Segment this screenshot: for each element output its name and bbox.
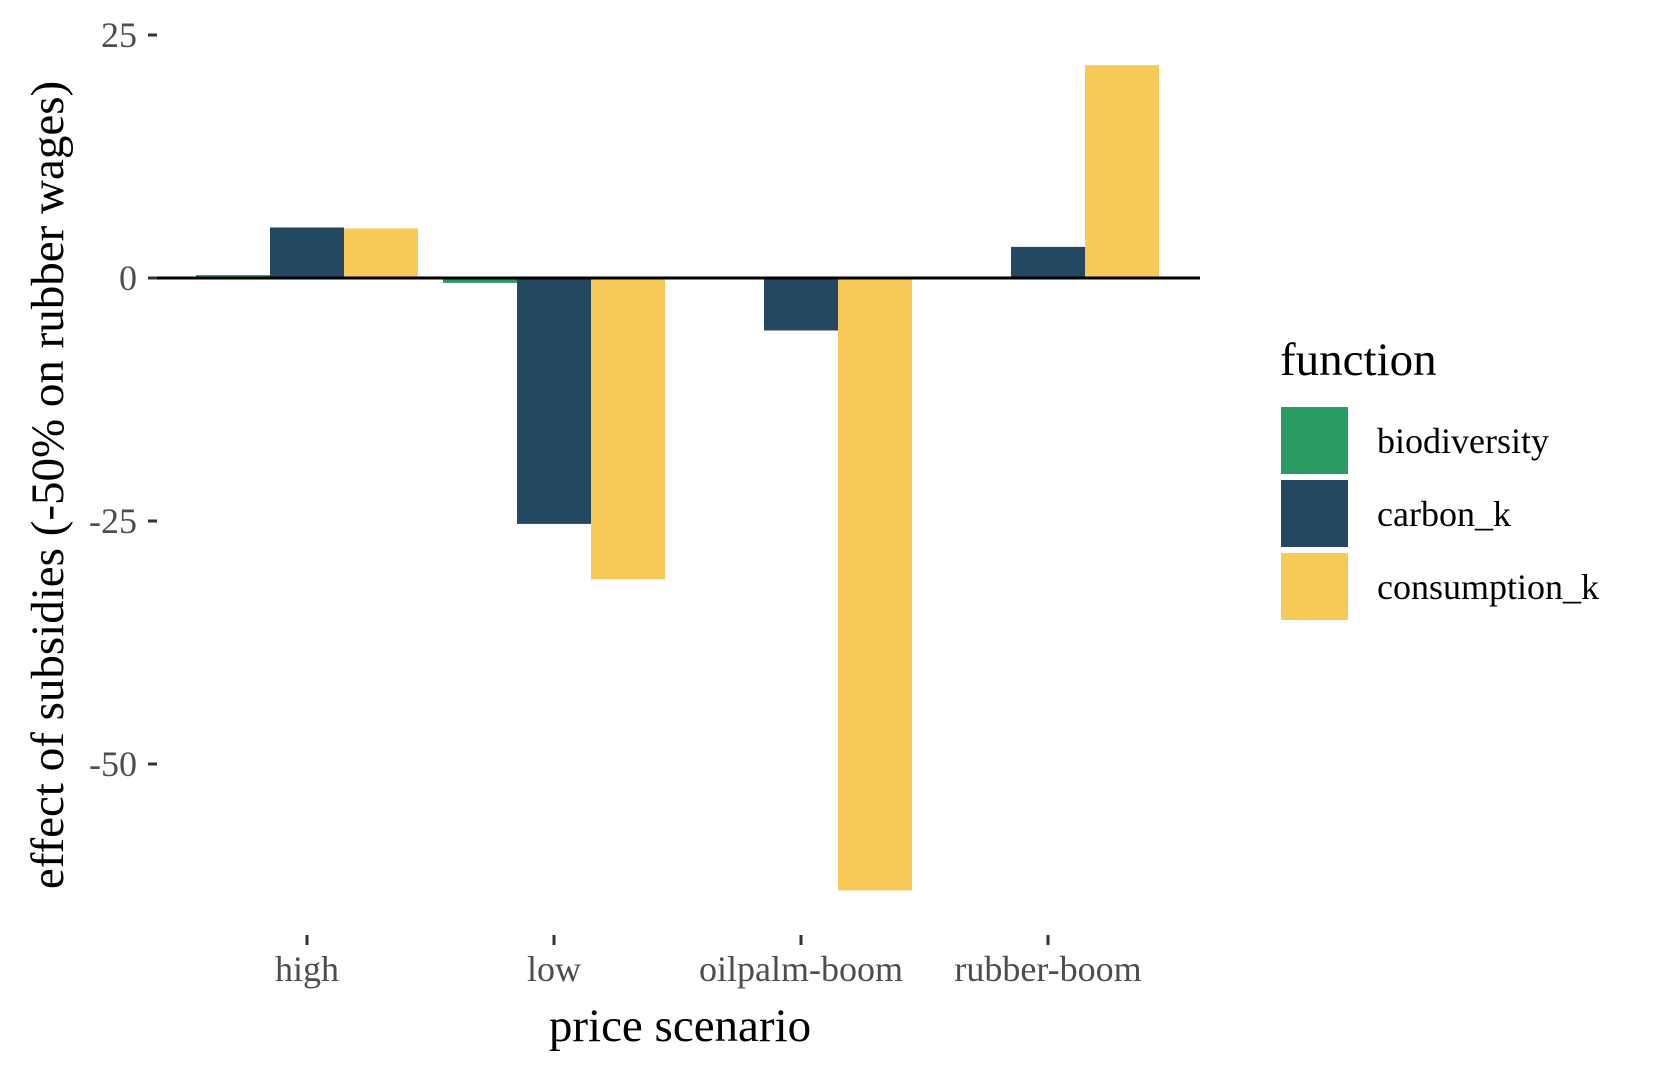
bar-consumption_k-rubber-boom xyxy=(1085,65,1159,278)
y-tick-label: 25 xyxy=(101,15,137,55)
bar-carbon_k-rubber-boom xyxy=(1011,246,1085,278)
bar-carbon_k-oilpalm-boom xyxy=(764,278,838,331)
legend-key-consumption_k xyxy=(1281,553,1348,620)
legend-label-consumption_k: consumption_k xyxy=(1377,567,1599,607)
legend-key-carbon_k xyxy=(1281,480,1348,547)
x-tick-label-oilpalm-boom: oilpalm-boom xyxy=(699,949,903,989)
x-tick-label-high: high xyxy=(275,949,339,989)
legend-label-carbon_k: carbon_k xyxy=(1377,494,1511,534)
legend-title: function xyxy=(1280,334,1437,386)
bar-consumption_k-high xyxy=(344,228,418,278)
legend-label-biodiversity: biodiversity xyxy=(1377,421,1549,461)
x-axis: high low oilpalm-boom rubber-boom xyxy=(275,935,1142,989)
legend-entries: biodiversity carbon_k consumption_k xyxy=(1281,407,1599,620)
x-tick-label-rubber-boom: rubber-boom xyxy=(954,949,1141,989)
y-tick-label: -50 xyxy=(89,744,137,784)
legend-key-biodiversity xyxy=(1281,407,1348,474)
legend: function biodiversity carbon_k consumption… xyxy=(1280,334,1599,620)
bar-consumption_k-oilpalm-boom xyxy=(838,278,912,891)
x-axis-title: price scenario xyxy=(549,1000,811,1052)
bars-layer xyxy=(196,65,1159,891)
x-tick-label-low: low xyxy=(527,949,581,989)
bar-consumption_k-low xyxy=(591,278,665,580)
y-axis: 25 0 -25 -50 xyxy=(89,15,157,784)
bar-carbon_k-low xyxy=(517,278,591,524)
bar-carbon_k-high xyxy=(270,227,344,278)
y-tick-label: 0 xyxy=(119,258,137,298)
bar-biodiversity-low xyxy=(443,278,517,283)
y-tick-label: -25 xyxy=(89,501,137,541)
y-axis-title: effect of subsidies (-50% on rubber wage… xyxy=(22,81,74,889)
